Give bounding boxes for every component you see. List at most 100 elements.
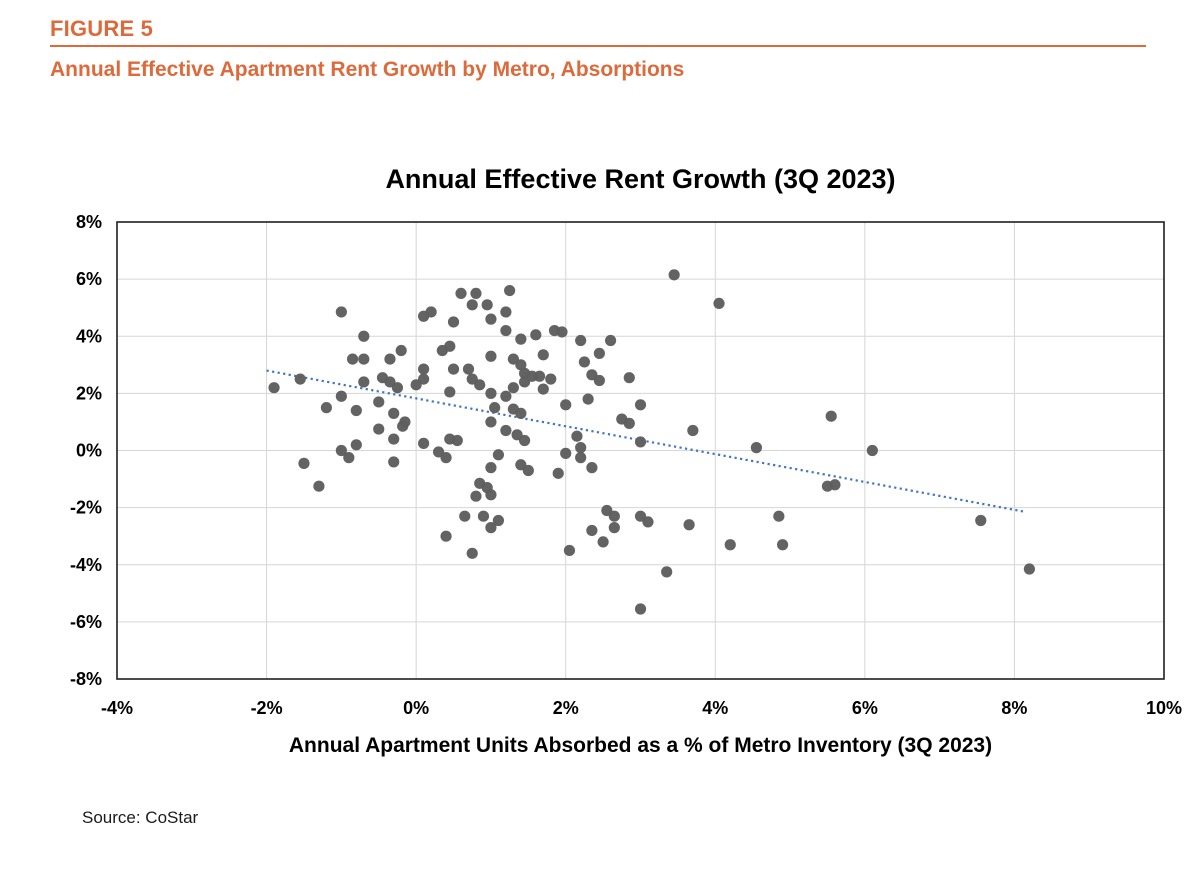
x-tick-label: 10% [1146, 698, 1182, 718]
x-tick-label: 2% [553, 698, 579, 718]
data-point [634, 399, 647, 411]
data-point [489, 402, 501, 414]
data-point [586, 462, 598, 474]
data-point [462, 363, 475, 375]
data-point [440, 452, 452, 464]
data-point [597, 536, 609, 548]
plot-border [116, 221, 1165, 680]
data-point [320, 402, 332, 414]
x-tick-label: -2% [251, 698, 283, 718]
x-tick-label: 0% [403, 698, 429, 718]
y-tick-label: 4% [76, 326, 102, 346]
figure-title: Annual Effective Apartment Rent Growth b… [50, 58, 685, 81]
data-point [313, 480, 325, 492]
data-point [470, 490, 482, 502]
data-point [466, 547, 478, 559]
data-point [593, 374, 605, 387]
data-point [335, 306, 347, 318]
data-point [388, 456, 400, 468]
data-point [466, 299, 478, 311]
data-point [346, 353, 359, 365]
x-tick-label: -4% [101, 698, 133, 718]
data-point [515, 359, 527, 371]
data-point [515, 333, 527, 345]
data-point [825, 410, 837, 422]
data-point [545, 373, 557, 385]
data-point [268, 382, 280, 394]
data-point [750, 442, 763, 454]
data-point [373, 396, 385, 408]
data-point [447, 316, 460, 328]
data-point [418, 437, 430, 449]
data-point [829, 479, 841, 491]
data-point [343, 452, 355, 464]
y-tick-label: -6% [70, 612, 102, 632]
y-tick-label: 0% [76, 441, 102, 461]
data-point [776, 539, 789, 551]
data-point [485, 350, 497, 362]
data-point [556, 326, 568, 338]
data-point [485, 387, 497, 399]
data-point [294, 373, 306, 385]
data-point [444, 386, 456, 398]
chart-title: Annual Effective Rent Growth (3Q 2023) [385, 164, 895, 194]
data-point [687, 424, 699, 437]
data-point [397, 420, 409, 432]
data-point [537, 349, 549, 361]
source-note: Source: CoStar [82, 808, 199, 827]
data-point [500, 390, 512, 402]
data-point [459, 510, 471, 522]
data-point [485, 522, 497, 534]
figure-label: FIGURE 5 [50, 16, 154, 41]
data-point [492, 449, 505, 461]
data-point [350, 404, 362, 417]
data-point [608, 522, 620, 534]
y-tick-label: -2% [70, 498, 102, 518]
data-point [485, 313, 497, 325]
header-rule [50, 45, 1146, 47]
data-point [447, 363, 460, 375]
data-point [500, 324, 512, 337]
data-point [485, 416, 497, 428]
data-point [500, 306, 512, 318]
data-point [560, 399, 572, 411]
data-point [425, 306, 437, 318]
data-point [668, 269, 680, 281]
data-point [358, 330, 370, 342]
data-point [623, 417, 635, 429]
data-point [575, 334, 587, 347]
data-point [388, 433, 400, 445]
y-tick-label: 6% [76, 269, 102, 289]
data-point [560, 447, 572, 459]
data-point [298, 457, 310, 469]
data-point [507, 382, 519, 394]
data-point [335, 390, 347, 402]
data-point [504, 284, 516, 297]
y-tick-label: 2% [76, 383, 102, 403]
data-point [518, 434, 531, 447]
data-point [575, 452, 587, 464]
x-tick-label: 8% [1001, 698, 1027, 718]
data-point [773, 510, 785, 522]
data-point [500, 424, 512, 437]
x-axis-title: Annual Apartment Units Absorbed as a % o… [289, 734, 992, 757]
y-tick-label: -4% [70, 555, 102, 575]
data-point [578, 356, 591, 368]
trend-line [266, 369, 1026, 513]
data-point [608, 510, 620, 522]
y-tick-label: -8% [70, 669, 102, 689]
y-tick-label: 8% [76, 212, 102, 232]
data-point [634, 436, 647, 448]
data-point [604, 334, 617, 347]
data-point [358, 353, 370, 365]
data-point [395, 344, 407, 357]
data-point [582, 393, 594, 405]
data-point [477, 510, 490, 522]
data-point [418, 363, 430, 375]
data-point [563, 544, 576, 557]
data-point [586, 524, 598, 537]
data-point [552, 467, 564, 479]
data-point [866, 444, 878, 457]
data-point [724, 539, 736, 551]
